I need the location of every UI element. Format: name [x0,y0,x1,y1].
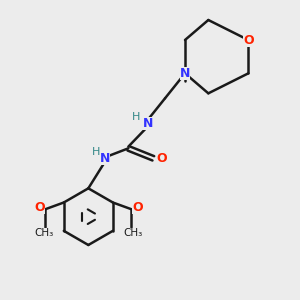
Text: H: H [131,112,140,122]
Text: O: O [243,34,254,46]
Text: H: H [92,147,100,157]
Text: CH₃: CH₃ [34,228,53,238]
Text: O: O [34,201,45,214]
Text: N: N [180,67,190,80]
Text: N: N [142,117,153,130]
Text: N: N [100,152,110,165]
Text: O: O [156,152,167,165]
Text: CH₃: CH₃ [123,228,142,238]
Text: O: O [132,201,142,214]
